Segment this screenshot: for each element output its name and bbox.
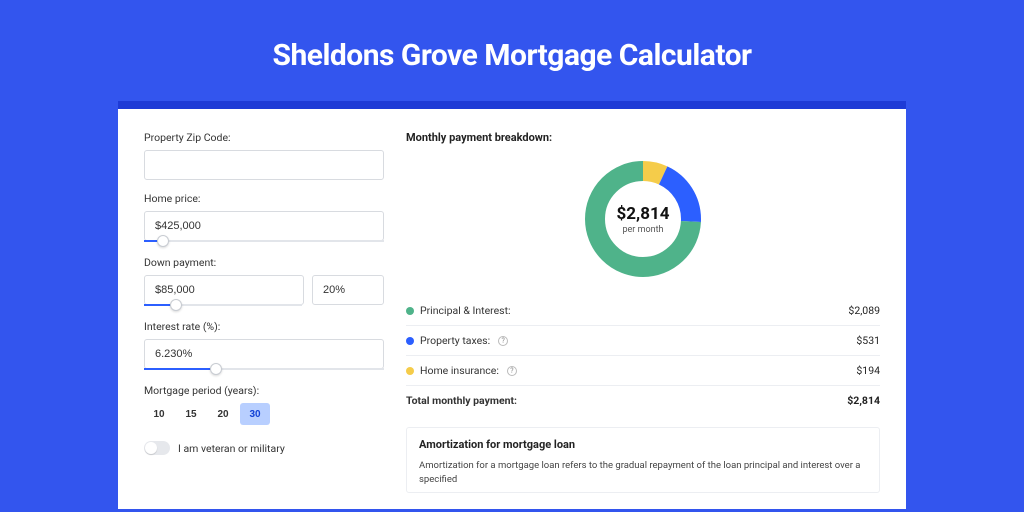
interest-rate-block: Interest rate (%): [144,320,384,370]
legend: Principal & Interest: $2,089 Property taxe… [406,296,880,415]
interest-rate-input[interactable] [144,339,384,369]
legend-dot [406,337,414,345]
legend-value: $2,089 [848,304,880,317]
veteran-row: I am veteran or military [144,441,384,455]
interest-rate-label: Interest rate (%): [144,320,384,333]
legend-row: Principal & Interest: $2,089 [406,296,880,326]
help-icon[interactable]: ? [498,336,508,346]
donut-sub: per month [622,225,663,235]
calculator-card: Property Zip Code: Home price: Down paym… [118,109,906,509]
home-price-slider[interactable] [144,240,384,242]
home-price-label: Home price: [144,192,384,205]
period-block: Mortgage period (years): 10152030 [144,384,384,425]
legend-dot [406,367,414,375]
zip-field-block: Property Zip Code: [144,131,384,180]
help-icon[interactable]: ? [507,366,517,376]
page-title: Sheldons Grove Mortgage Calculator [272,38,751,73]
down-payment-label: Down payment: [144,256,384,269]
down-payment-slider-thumb[interactable] [170,299,182,311]
period-options: 10152030 [144,403,384,425]
legend-dot [406,307,414,315]
donut-value: $2,814 [617,204,670,224]
donut-center: $2,814 per month [582,158,704,280]
period-option-10[interactable]: 10 [144,403,174,425]
card-shadow: Property Zip Code: Home price: Down paym… [118,101,906,509]
interest-rate-slider-thumb[interactable] [210,363,222,375]
amortization-box: Amortization for mortgage loan Amortizat… [406,427,880,493]
period-option-30[interactable]: 30 [240,403,270,425]
period-label: Mortgage period (years): [144,384,384,397]
down-payment-slider[interactable] [144,304,302,306]
interest-rate-slider[interactable] [144,368,384,370]
page-background: Sheldons Grove Mortgage Calculator Prope… [0,0,1024,512]
legend-value: $531 [856,334,880,347]
veteran-switch-thumb [145,442,157,454]
interest-rate-slider-fill [144,368,216,370]
amortization-text: Amortization for a mortgage loan refers … [419,459,867,488]
down-payment-block: Down payment: [144,256,384,306]
legend-label: Home insurance: [420,364,499,377]
legend-label: Property taxes: [420,334,490,347]
donut-chart-wrap: $2,814 per month [406,152,880,296]
period-option-20[interactable]: 20 [208,403,238,425]
form-column: Property Zip Code: Home price: Down paym… [144,131,384,509]
zip-label: Property Zip Code: [144,131,384,144]
amortization-title: Amortization for mortgage loan [419,438,867,451]
legend-label: Principal & Interest: [420,304,511,317]
legend-value: $194 [856,364,880,377]
legend-row: Property taxes:? $531 [406,326,880,356]
zip-input[interactable] [144,150,384,180]
home-price-input[interactable] [144,211,384,241]
home-price-block: Home price: [144,192,384,242]
legend-row: Home insurance:? $194 [406,356,880,386]
home-price-slider-thumb[interactable] [157,235,169,247]
legend-total-label: Total monthly payment: [406,394,517,407]
legend-total-value: $2,814 [847,394,880,407]
breakdown-title: Monthly payment breakdown: [406,131,880,144]
veteran-label: I am veteran or military [178,442,285,455]
breakdown-column: Monthly payment breakdown: $2,814 per mo… [406,131,880,509]
veteran-switch[interactable] [144,441,170,455]
down-payment-pct-input[interactable] [312,275,384,305]
legend-total-row: Total monthly payment: $2,814 [406,386,880,415]
donut-chart: $2,814 per month [582,158,704,280]
down-payment-input[interactable] [144,275,304,305]
period-option-15[interactable]: 15 [176,403,206,425]
